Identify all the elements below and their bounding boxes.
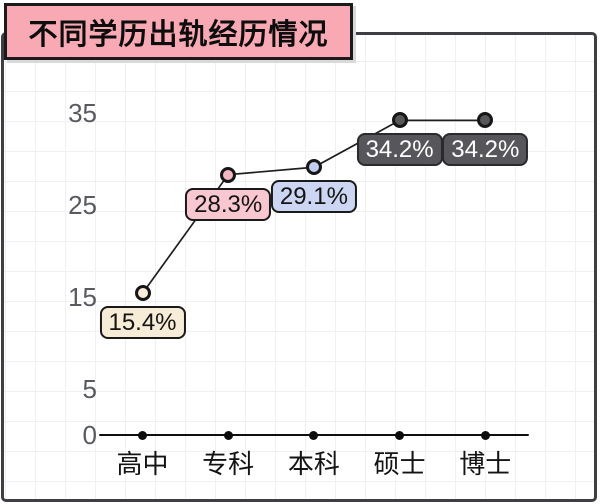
x-axis-label: 本科	[287, 449, 340, 479]
data-point-marker	[134, 285, 151, 302]
y-axis-tick-label: 0	[82, 420, 97, 450]
data-label: 28.3%	[185, 187, 272, 221]
data-point-marker	[305, 159, 322, 176]
x-axis-dot	[138, 430, 147, 440]
x-axis-dot	[395, 430, 405, 440]
chart-title: 不同学历出轨经历情况	[28, 18, 329, 51]
x-axis-dot	[309, 430, 319, 440]
data-label: 15.4%	[99, 306, 186, 340]
x-axis-label: 专科	[202, 449, 255, 479]
data-label: 34.2%	[356, 133, 443, 167]
data-label: 34.2%	[442, 133, 529, 167]
y-axis-tick-label: 25	[68, 190, 97, 220]
x-axis-dot	[480, 430, 490, 440]
chart-card	[1, 32, 597, 502]
y-axis-tick-label: 15	[68, 282, 97, 312]
x-axis-label: 硕士	[373, 449, 426, 479]
y-axis-tick-label: 5	[82, 374, 97, 404]
data-point-marker	[477, 112, 494, 129]
x-axis-dot	[223, 430, 233, 440]
data-point-marker	[220, 166, 237, 183]
y-axis-tick-label: 35	[68, 98, 97, 128]
x-axis-label: 高中	[116, 449, 169, 479]
chart-title-box: 不同学历出轨经历情况	[4, 3, 353, 60]
data-label: 29.1%	[270, 180, 357, 214]
data-point-marker	[391, 112, 408, 129]
x-axis-label: 博士	[459, 449, 512, 479]
